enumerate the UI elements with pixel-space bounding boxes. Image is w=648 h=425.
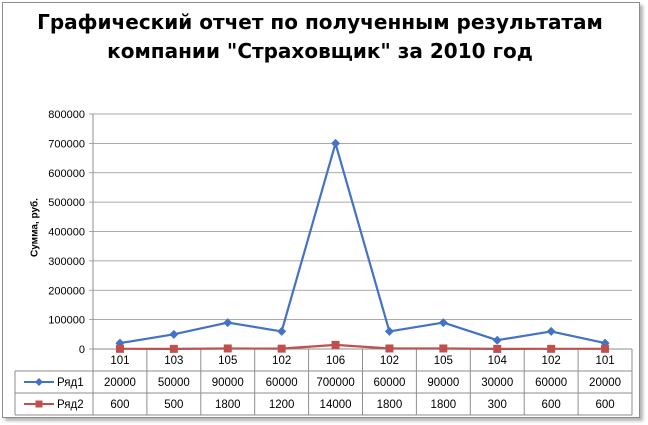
data-point bbox=[223, 318, 233, 328]
x-tick-label: 102 bbox=[542, 355, 561, 367]
data-point bbox=[438, 318, 448, 328]
data-table-value: 1800 bbox=[215, 399, 241, 411]
y-tick-label: 100000 bbox=[48, 315, 85, 327]
data-table-value: 500 bbox=[164, 399, 183, 411]
legend-marker bbox=[35, 400, 43, 408]
data-point bbox=[493, 344, 502, 353]
data-table-value: 1800 bbox=[377, 399, 403, 411]
x-tick-label: 102 bbox=[272, 355, 291, 367]
data-table-value: 1800 bbox=[431, 399, 457, 411]
data-table-value: 90000 bbox=[212, 377, 244, 389]
y-tick-label: 400000 bbox=[48, 227, 85, 239]
x-tick-label: 103 bbox=[164, 355, 183, 367]
data-point bbox=[385, 344, 394, 353]
chart-title: Графический отчет по полученным результа… bbox=[0, 8, 640, 66]
y-tick-label: 0 bbox=[79, 344, 85, 356]
x-tick-label: 105 bbox=[434, 355, 453, 367]
x-tick-label: 101 bbox=[595, 355, 614, 367]
legend-label: Ряд1 bbox=[57, 377, 84, 389]
data-table-value: 60000 bbox=[266, 377, 298, 389]
data-point bbox=[169, 329, 179, 339]
data-table-value: 700000 bbox=[316, 377, 354, 389]
legend-marker bbox=[35, 378, 43, 386]
data-table-value: 60000 bbox=[535, 377, 567, 389]
data-point bbox=[331, 340, 340, 349]
data-point bbox=[169, 344, 178, 353]
legend-label: Ряд2 bbox=[57, 399, 84, 411]
series-line bbox=[119, 343, 605, 350]
x-tick-label: 104 bbox=[488, 355, 508, 367]
x-tick-label: 101 bbox=[110, 355, 129, 367]
data-table-value: 20000 bbox=[589, 377, 621, 389]
data-table-value: 300 bbox=[488, 399, 507, 411]
data-table-value: 600 bbox=[595, 399, 614, 411]
x-tick-label: 102 bbox=[380, 355, 399, 367]
data-table-value: 90000 bbox=[427, 377, 459, 389]
data-table-value: 600 bbox=[542, 399, 561, 411]
y-tick-label: 800000 bbox=[48, 109, 85, 121]
data-table-value: 14000 bbox=[320, 399, 352, 411]
chart-title-line-2: компании "Страховщик" за 2010 год bbox=[107, 39, 533, 63]
data-point bbox=[115, 344, 124, 353]
data-table-value: 20000 bbox=[104, 377, 136, 389]
data-point bbox=[439, 344, 448, 353]
series-line bbox=[119, 142, 606, 345]
data-point bbox=[277, 326, 287, 336]
x-tick-label: 106 bbox=[326, 355, 345, 367]
data-table-value: 50000 bbox=[158, 377, 190, 389]
data-point bbox=[277, 344, 286, 353]
data-point bbox=[492, 335, 502, 345]
chart-title-line-1: Графический отчет по полученным результа… bbox=[37, 10, 603, 34]
data-table-value: 60000 bbox=[373, 377, 405, 389]
data-point bbox=[223, 344, 232, 353]
data-point bbox=[547, 344, 556, 353]
data-point bbox=[384, 326, 394, 336]
data-table-value: 1200 bbox=[269, 399, 295, 411]
data-point bbox=[331, 138, 341, 148]
data-table-value: 30000 bbox=[481, 377, 513, 389]
y-tick-label: 200000 bbox=[48, 285, 85, 297]
y-tick-label: 700000 bbox=[48, 138, 85, 150]
data-point bbox=[546, 326, 556, 336]
y-tick-label: 500000 bbox=[48, 197, 85, 209]
y-tick-label: 600000 bbox=[48, 168, 85, 180]
y-tick-label: 300000 bbox=[48, 256, 85, 268]
x-tick-label: 105 bbox=[218, 355, 237, 367]
data-table-value: 600 bbox=[110, 399, 129, 411]
data-point bbox=[601, 344, 610, 353]
